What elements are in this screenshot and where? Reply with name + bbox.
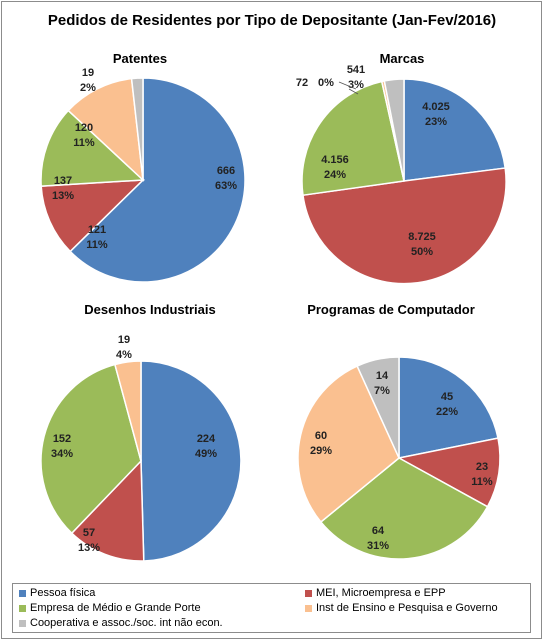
data-label: 5413% bbox=[347, 64, 365, 91]
pie-chart-patentes: Patentes66663%12111%13713%12011%192% bbox=[41, 51, 245, 282]
chart-title: Patentes bbox=[113, 51, 167, 66]
pie-slice-pessoa-fisica bbox=[404, 79, 505, 181]
legend-swatch bbox=[19, 590, 26, 597]
legend-swatch bbox=[305, 605, 312, 612]
legend-item-mei: MEI, Microempresa e EPP bbox=[305, 587, 446, 599]
pie-chart-marcas: Marcas4.02523%8.72550%4.15624%720%5413% bbox=[296, 51, 506, 284]
legend-swatch bbox=[19, 605, 26, 612]
legend-item-empresa-medio-grande: Empresa de Médio e Grande Porte bbox=[19, 602, 201, 614]
legend-item-cooperativa: Cooperativa e assoc./soc. int não econ. bbox=[19, 617, 223, 629]
data-label: 192% bbox=[80, 67, 96, 94]
legend-item-pessoa-fisica: Pessoa física bbox=[19, 587, 95, 599]
legend-label: Inst de Ensino e Pesquisa e Governo bbox=[316, 602, 498, 614]
pie-chart-programas-de-computador: Programas de Computador4522%2311%6431%60… bbox=[298, 302, 500, 559]
data-label: 194% bbox=[116, 334, 132, 361]
pie-chart-desenhos-industriais: Desenhos Industriais22449%5713%15234%194… bbox=[41, 302, 241, 561]
legend-swatch bbox=[305, 590, 312, 597]
pie-slice-pessoa-fisica bbox=[141, 361, 241, 561]
chart-title: Desenhos Industriais bbox=[84, 302, 215, 317]
legend-label: Cooperativa e assoc./soc. int não econ. bbox=[30, 617, 223, 629]
data-label: 720% bbox=[296, 77, 334, 89]
legend-item-inst-ensino: Inst de Ensino e Pesquisa e Governo bbox=[305, 602, 498, 614]
legend-label: MEI, Microempresa e EPP bbox=[316, 587, 446, 599]
legend-label: Pessoa física bbox=[30, 587, 95, 599]
legend-swatch bbox=[19, 620, 26, 627]
legend-label: Empresa de Médio e Grande Porte bbox=[30, 602, 201, 614]
legend: Pessoa física MEI, Microempresa e EPP Em… bbox=[12, 583, 531, 633]
chart-title: Programas de Computador bbox=[307, 302, 475, 317]
chart-title: Marcas bbox=[380, 51, 425, 66]
